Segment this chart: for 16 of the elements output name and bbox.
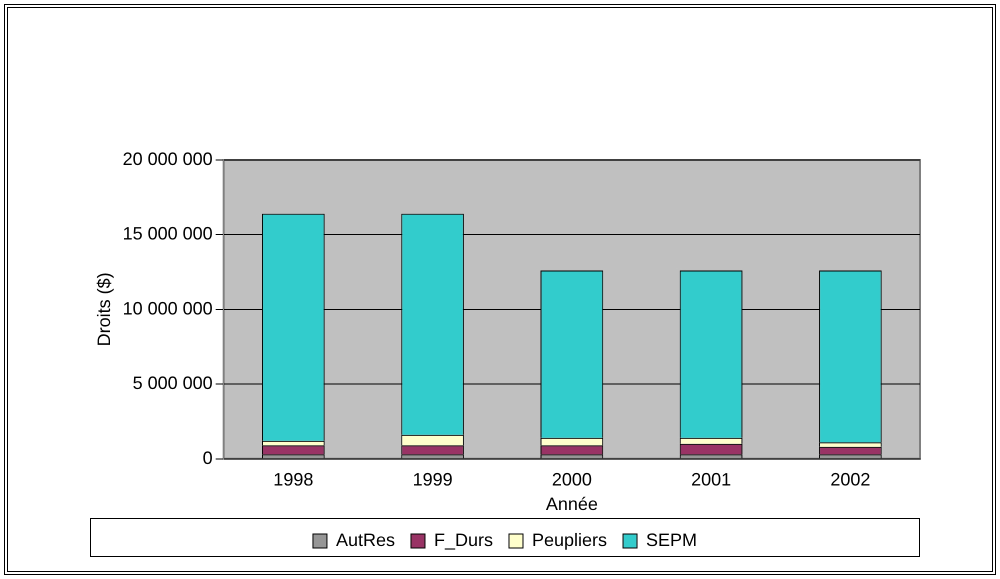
y-tick-label: 5 000 000 bbox=[132, 373, 213, 394]
legend-label: F_Durs bbox=[434, 530, 493, 550]
x-tick-label: 2000 bbox=[552, 470, 592, 490]
y-tick-label: 0 bbox=[202, 448, 213, 468]
x-tick-label: 2001 bbox=[691, 470, 732, 490]
y-tick-label: 10 000 000 bbox=[122, 298, 213, 318]
legend-label: Peupliers bbox=[532, 530, 608, 550]
x-tick-label: 1999 bbox=[412, 470, 453, 490]
x-tick-label: 2002 bbox=[830, 470, 870, 490]
x-tick-label: 1998 bbox=[273, 470, 314, 490]
y-axis-title: Droits ($) bbox=[94, 272, 114, 346]
y-tick-label: 20 000 000 bbox=[122, 148, 213, 169]
x-axis-title: Année bbox=[546, 494, 598, 514]
legend-label: AutRes bbox=[336, 530, 395, 550]
y-tick-label: 15 000 000 bbox=[122, 224, 213, 244]
legend-label: SEPM bbox=[646, 530, 698, 550]
